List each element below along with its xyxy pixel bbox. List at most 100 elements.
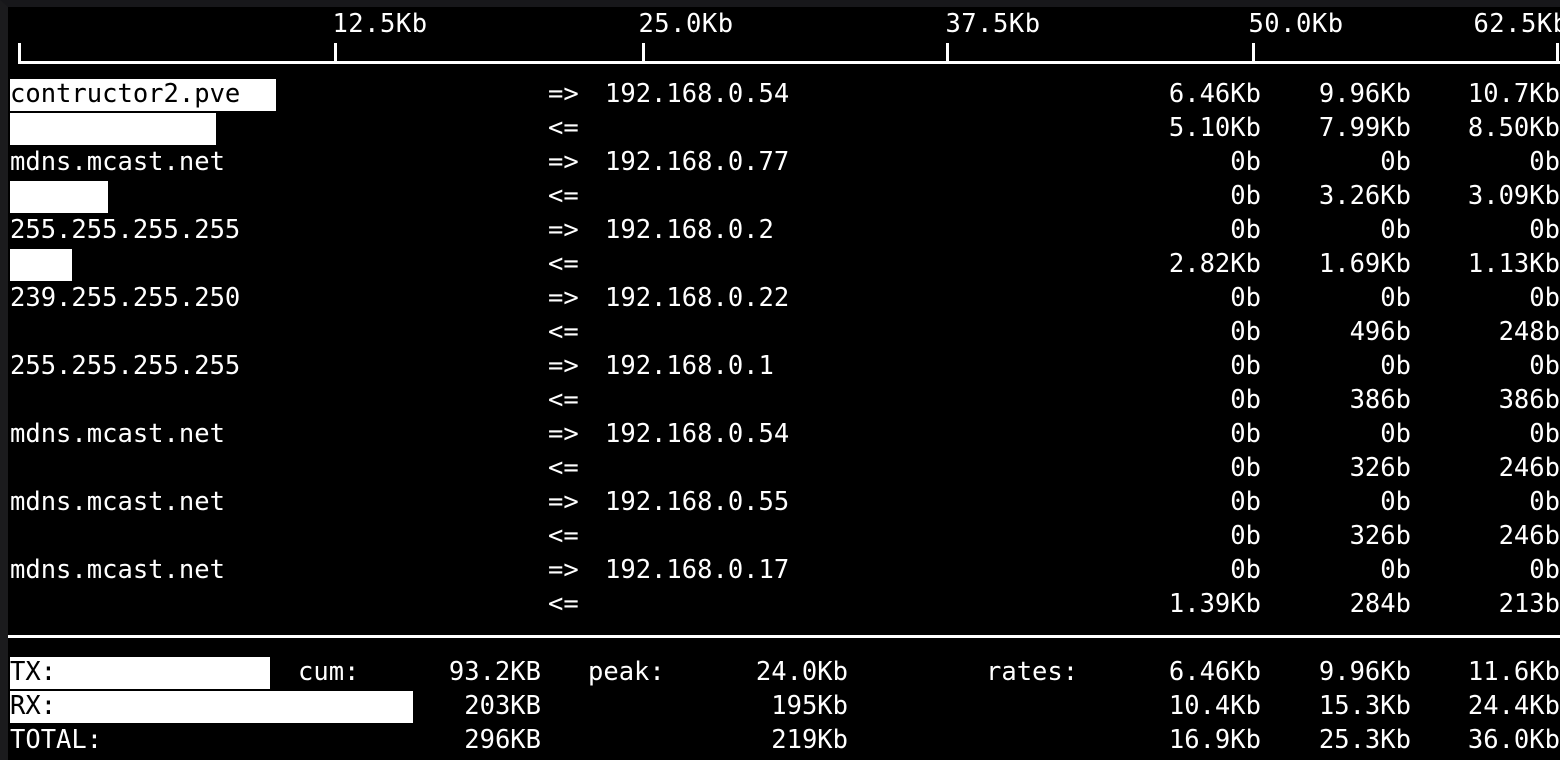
tx-rate-2s: 0b (1230, 487, 1261, 517)
recv-arrow-icon: <= (548, 589, 579, 619)
rx-rate-2s: 5.10Kb (1168, 113, 1261, 143)
scale-tick-4 (1556, 43, 1559, 64)
send-arrow-icon: => (548, 283, 579, 313)
rx-rate-40s: 8.50Kb (1467, 113, 1560, 143)
rate-2s-value: 16.9Kb (1168, 725, 1261, 755)
rx-bandwidth-bar (10, 181, 108, 213)
recv-arrow-icon: <= (548, 453, 579, 483)
rx-rate-40s: 386b (1498, 385, 1560, 415)
summary-footer: TX: cum: peak: rates: 93.2KB 24.0Kb 6.46Kb 9.96… (8, 655, 1560, 760)
connection-row[interactable]: 239.255.255.250 => 192.168.0.22 0b 0b 0b <= 0b 4… (8, 281, 1560, 349)
host-name: mdns.mcast.net (10, 419, 225, 449)
connection-recv-line: <= 1.39Kb 284b 213b (8, 587, 1560, 621)
connection-row[interactable]: contructor2.pve => 192.168.0.54 6.46Kb 9.96K… (8, 77, 1560, 145)
summary-bandwidth-bar (10, 691, 413, 723)
tx-rate-2s: 0b (1230, 351, 1261, 381)
connection-recv-line: <= 0b 326b 246b (8, 451, 1560, 485)
rate-10s-value: 9.96Kb (1318, 657, 1411, 687)
tx-rate-40s: 10.7Kb (1467, 79, 1560, 109)
connection-recv-line: <= 2.82Kb 1.69Kb 1.13Kb (8, 247, 1560, 281)
tx-rate-40s: 0b (1529, 351, 1560, 381)
send-arrow-icon: => (548, 215, 579, 245)
rx-rate-2s: 0b (1230, 521, 1261, 551)
rx-rate-10s: 284b (1349, 589, 1411, 619)
connection-send-line: mdns.mcast.net => 192.168.0.17 0b 0b 0b (8, 553, 1560, 587)
cum-value: 203KB (464, 691, 541, 721)
recv-arrow-icon: <= (548, 317, 579, 347)
connection-recv-line: <= 0b 3.26Kb 3.09Kb (8, 179, 1560, 213)
host-name: mdns.mcast.net (10, 487, 225, 517)
scale-label-1: 25.0Kb (638, 9, 734, 39)
rx-rate-2s: 0b (1230, 181, 1261, 211)
rate-10s-value: 15.3Kb (1318, 691, 1411, 721)
connection-send-line: contructor2.pve => 192.168.0.54 6.46Kb 9.96K… (8, 77, 1560, 111)
tx-rate-2s: 0b (1230, 283, 1261, 313)
rate-40s-value: 24.4Kb (1467, 691, 1560, 721)
tx-rate-2s: 0b (1230, 215, 1261, 245)
recv-arrow-icon: <= (548, 113, 579, 143)
rx-rate-10s: 326b (1349, 453, 1411, 483)
connection-row[interactable]: mdns.mcast.net => 192.168.0.55 0b 0b 0b <= 0b 32… (8, 485, 1560, 553)
peak-label: peak: (588, 657, 665, 687)
scale-label-4: 62.5Kb (1473, 9, 1560, 39)
summary-bandwidth-bar (10, 657, 270, 689)
rates-label: rates: (986, 657, 1079, 687)
summary-row-label: TOTAL: (10, 725, 103, 755)
rx-rate-2s: 0b (1230, 453, 1261, 483)
tx-rate-2s: 0b (1230, 147, 1261, 177)
connection-row[interactable]: mdns.mcast.net => 192.168.0.54 0b 0b 0b <= 0b 32… (8, 417, 1560, 485)
peer-address: 192.168.0.54 (605, 419, 790, 449)
rx-rate-2s: 2.82Kb (1168, 249, 1261, 279)
scale-origin-tick (18, 43, 21, 64)
connection-send-line: mdns.mcast.net => 192.168.0.54 0b 0b 0b (8, 417, 1560, 451)
rate-10s-value: 25.3Kb (1318, 725, 1411, 755)
peer-address: 192.168.0.55 (605, 487, 790, 517)
rx-rate-10s: 386b (1349, 385, 1411, 415)
tx-rate-40s: 0b (1529, 283, 1560, 313)
rate-40s-value: 36.0Kb (1467, 725, 1560, 755)
send-arrow-icon: => (548, 79, 579, 109)
rate-40s-value: 11.6Kb (1467, 657, 1560, 687)
tx-rate-2s: 0b (1230, 419, 1261, 449)
cum-value: 93.2KB (448, 657, 541, 687)
peer-address: 192.168.0.1 (605, 351, 774, 381)
connection-row[interactable]: mdns.mcast.net => 192.168.0.17 0b 0b 0b <= 1.39… (8, 553, 1560, 621)
connection-row[interactable]: 255.255.255.255 => 192.168.0.2 0b 0b 0b <= 2.82… (8, 213, 1560, 281)
send-arrow-icon: => (548, 555, 579, 585)
connection-recv-line: <= 0b 496b 248b (8, 315, 1560, 349)
cum-label: cum: (298, 657, 360, 687)
rate-2s-value: 10.4Kb (1168, 691, 1261, 721)
send-arrow-icon: => (548, 419, 579, 449)
connection-row[interactable]: mdns.mcast.net => 192.168.0.77 0b 0b 0b <= 0b 3.… (8, 145, 1560, 213)
scale-tick-0 (334, 43, 337, 64)
summary-row: TX: cum: peak: rates: 93.2KB 24.0Kb 6.46Kb 9.96… (8, 655, 1560, 689)
cum-value: 296KB (464, 725, 541, 755)
rx-rate-10s: 7.99Kb (1318, 113, 1411, 143)
scale-tick-2 (946, 43, 949, 64)
tx-rate-40s: 0b (1529, 147, 1560, 177)
iftop-screen: 12.5Kb 25.0Kb 37.5Kb 50.0Kb 62.5Kb contructo… (8, 7, 1560, 760)
tx-rate-10s: 0b (1380, 351, 1411, 381)
connection-row[interactable]: 255.255.255.255 => 192.168.0.1 0b 0b 0b <= 0b 38… (8, 349, 1560, 417)
scale-label-3: 50.0Kb (1248, 9, 1344, 39)
connection-recv-line: <= 0b 386b 386b (8, 383, 1560, 417)
rate-2s-value: 6.46Kb (1168, 657, 1261, 687)
rx-rate-10s: 496b (1349, 317, 1411, 347)
rx-rate-10s: 3.26Kb (1318, 181, 1411, 211)
rx-rate-10s: 326b (1349, 521, 1411, 551)
tx-rate-10s: 0b (1380, 283, 1411, 313)
rx-rate-40s: 246b (1498, 453, 1560, 483)
connection-send-line: mdns.mcast.net => 192.168.0.55 0b 0b 0b (8, 485, 1560, 519)
recv-arrow-icon: <= (548, 181, 579, 211)
tx-rate-10s: 0b (1380, 555, 1411, 585)
recv-arrow-icon: <= (548, 521, 579, 551)
connection-recv-line: <= 5.10Kb 7.99Kb 8.50Kb (8, 111, 1560, 145)
tx-rate-10s: 0b (1380, 487, 1411, 517)
send-arrow-icon: => (548, 351, 579, 381)
connection-send-line: 239.255.255.250 => 192.168.0.22 0b 0b 0b (8, 281, 1560, 315)
peak-value: 24.0Kb (755, 657, 848, 687)
summary-divider (8, 635, 1560, 638)
scale-label-0: 12.5Kb (332, 9, 428, 39)
connection-list: contructor2.pve => 192.168.0.54 6.46Kb 9.96K… (8, 77, 1560, 629)
